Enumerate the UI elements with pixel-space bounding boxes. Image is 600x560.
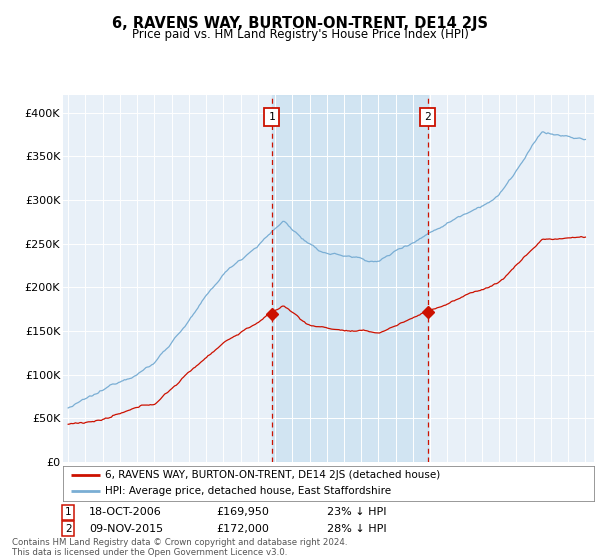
Text: 28% ↓ HPI: 28% ↓ HPI — [327, 524, 386, 534]
Text: 23% ↓ HPI: 23% ↓ HPI — [327, 507, 386, 517]
Text: Price paid vs. HM Land Registry's House Price Index (HPI): Price paid vs. HM Land Registry's House … — [131, 28, 469, 41]
Text: HPI: Average price, detached house, East Staffordshire: HPI: Average price, detached house, East… — [106, 487, 392, 497]
Text: £172,000: £172,000 — [216, 524, 269, 534]
Text: £169,950: £169,950 — [216, 507, 269, 517]
Text: 18-OCT-2006: 18-OCT-2006 — [89, 507, 161, 517]
Text: This data is licensed under the Open Government Licence v3.0.: This data is licensed under the Open Gov… — [12, 548, 287, 557]
Text: 1: 1 — [268, 112, 275, 122]
Text: 6, RAVENS WAY, BURTON-ON-TRENT, DE14 2JS (detached house): 6, RAVENS WAY, BURTON-ON-TRENT, DE14 2JS… — [106, 470, 441, 480]
Text: 2: 2 — [65, 524, 71, 534]
Text: 2: 2 — [424, 112, 431, 122]
Text: 1: 1 — [65, 507, 71, 517]
Text: Contains HM Land Registry data © Crown copyright and database right 2024.: Contains HM Land Registry data © Crown c… — [12, 538, 347, 547]
Text: 09-NOV-2015: 09-NOV-2015 — [89, 524, 163, 534]
Text: 6, RAVENS WAY, BURTON-ON-TRENT, DE14 2JS: 6, RAVENS WAY, BURTON-ON-TRENT, DE14 2JS — [112, 16, 488, 31]
Bar — [272, 95, 428, 462]
